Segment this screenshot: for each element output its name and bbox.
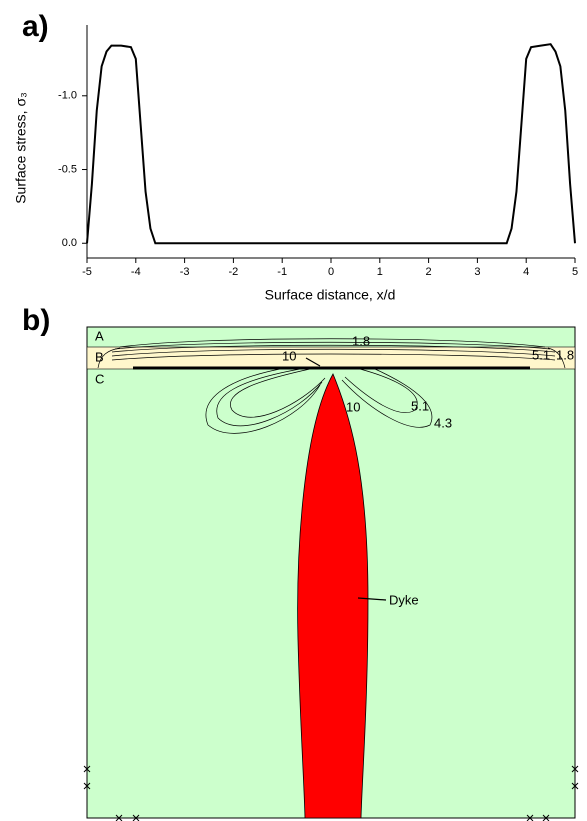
x-tick-label: -1 (277, 266, 287, 278)
arrow (305, 357, 387, 601)
cross-marker (83, 765, 579, 821)
x-tick-label: 0 (328, 266, 334, 278)
x-tick-label: -5 (82, 266, 92, 278)
contour-label: 10 (282, 348, 296, 363)
dyke-label: Dyke (389, 592, 419, 607)
x-tick-label: 4 (523, 266, 529, 278)
section-diagram: A B C 1.8 10 5.1 1.8 10 5.1 4.3 Dyke (83, 326, 579, 821)
contour-label: 5.1 (532, 347, 550, 362)
layer-label: C (95, 371, 104, 386)
y-tick-label: -0.5 (58, 163, 77, 175)
contour (114, 341, 551, 350)
contour (344, 368, 418, 413)
panel-label: b) (22, 304, 50, 337)
contour (119, 338, 546, 348)
panel-label: a) (22, 10, 49, 43)
layer-label: A (95, 328, 104, 343)
contour (216, 368, 323, 427)
x-tick-label: 2 (426, 266, 432, 278)
x-tick-label: 5 (572, 266, 578, 278)
y-tick-label: -1.0 (58, 90, 77, 102)
x-tick-label: -3 (180, 266, 190, 278)
contour-label: 1.8 (352, 333, 370, 348)
contour (205, 368, 321, 434)
layer-b (86, 346, 576, 370)
x-tick-label: 3 (474, 266, 480, 278)
y-axis-label: Surface stress, σ₃ (13, 92, 29, 204)
dyke (297, 373, 369, 819)
contour-label: 1.8 (556, 347, 574, 362)
x-tick-label: -2 (229, 266, 239, 278)
x-axis-label: Surface distance, x/d (265, 287, 396, 303)
contour (97, 347, 566, 369)
layer-label: B (95, 349, 104, 364)
contour (230, 368, 326, 418)
contour (111, 344, 556, 361)
contour-label: 5.1 (411, 398, 429, 413)
x-tick-label: -4 (131, 266, 141, 278)
y-tick-label: 0.0 (62, 237, 77, 249)
contour-label: 4.3 (434, 415, 452, 430)
data-line (86, 43, 576, 245)
x-tick-label: 1 (377, 266, 383, 278)
contour-label: 10 (346, 399, 360, 414)
contour (341, 368, 433, 428)
